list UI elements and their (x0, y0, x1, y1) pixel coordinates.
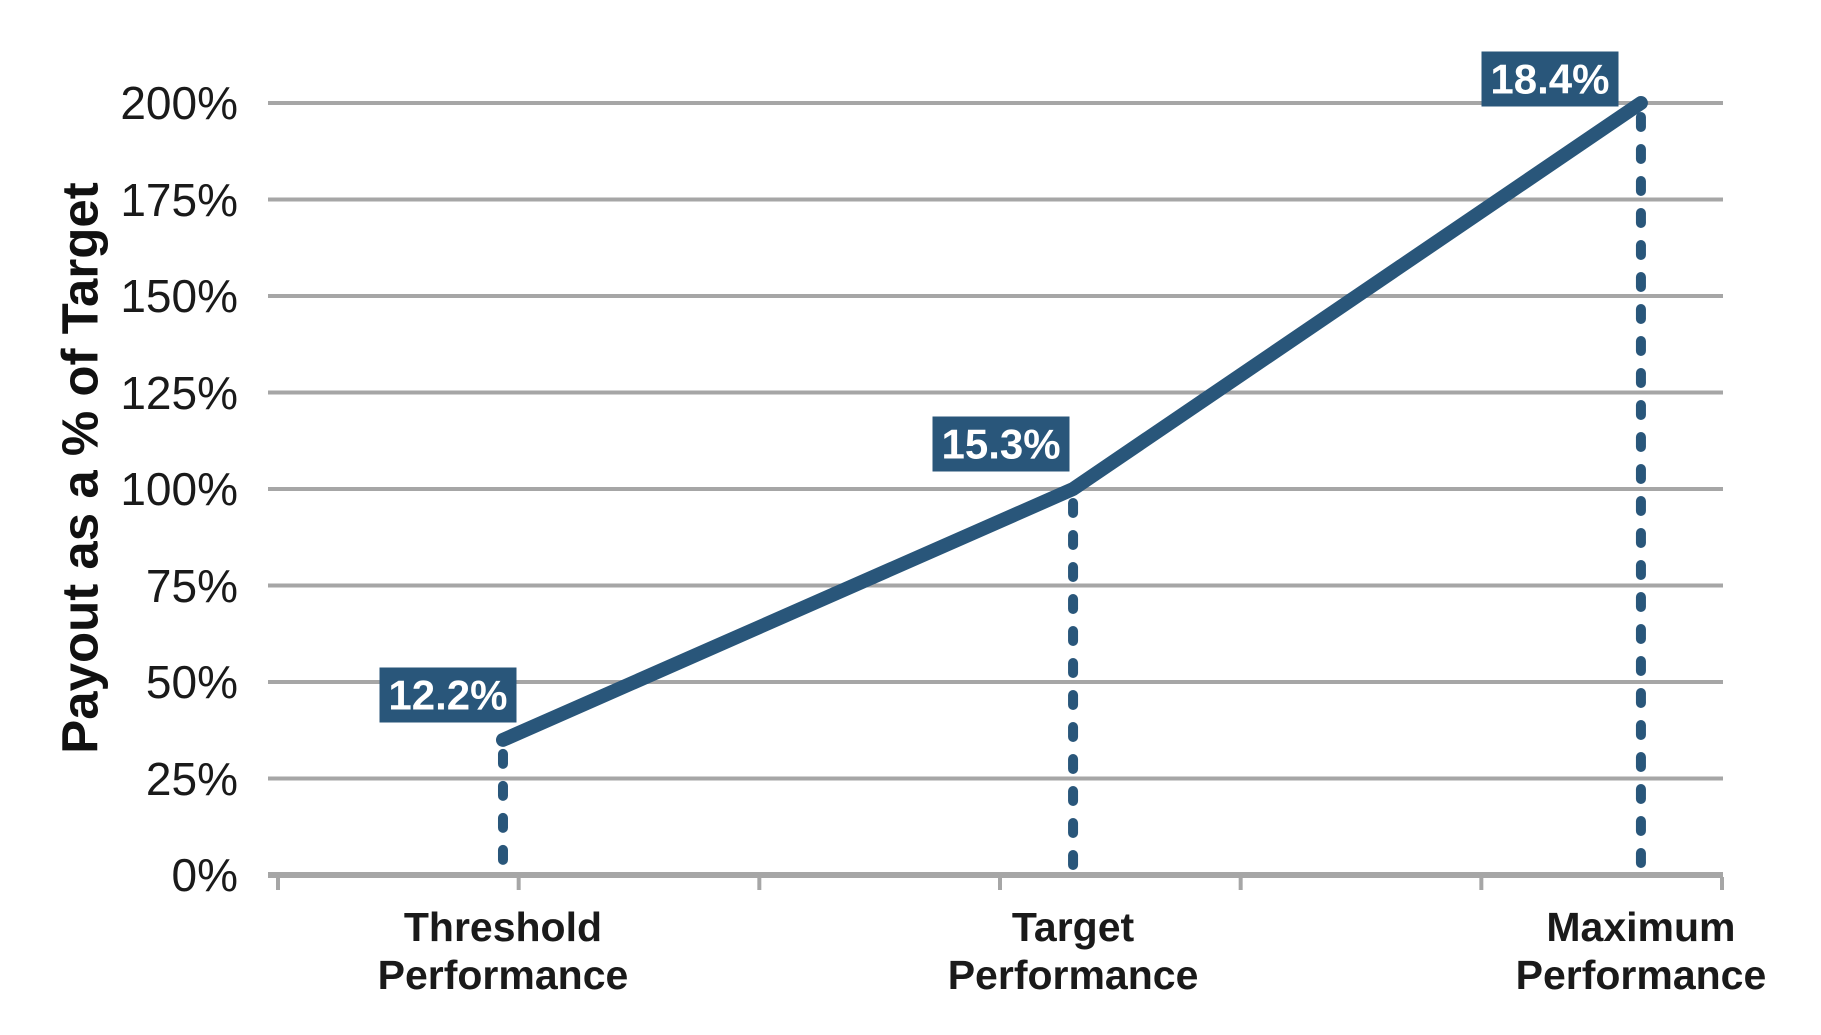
x-category-label-line: Performance (1515, 952, 1767, 998)
payout-series-line (495, 96, 1648, 747)
x-category-label: Maximum Performance (1516, 903, 1767, 999)
data-point-label: 15.3% (932, 416, 1070, 472)
x-category-label-line: Target (1011, 904, 1135, 950)
y-axis-tick-label: 75% (145, 559, 238, 612)
x-category-label-line: Maximum (1546, 904, 1736, 950)
y-axis-tick-label: 100% (120, 463, 238, 515)
y-axis-tick-label: 25% (145, 752, 238, 805)
x-category-label-line: Threshold (403, 904, 603, 950)
y-axis-tick-label: 150% (120, 270, 238, 322)
x-category-label-line: Performance (377, 952, 629, 998)
data-point-label: 18.4% (1481, 51, 1619, 107)
y-axis-tick-label: 50% (145, 656, 238, 708)
y-axis-tick-label: 0% (171, 849, 238, 901)
x-category-label: Threshold Performance (378, 903, 629, 999)
x-category-label: Target Performance (948, 903, 1199, 999)
y-axis-tick-label: 200% (120, 77, 238, 129)
x-category-label-line: Performance (947, 952, 1199, 998)
y-axis-tick-label: 125% (120, 366, 238, 419)
data-point-label: 12.2% (379, 667, 517, 723)
y-axis-tick-label: 175% (120, 173, 238, 226)
